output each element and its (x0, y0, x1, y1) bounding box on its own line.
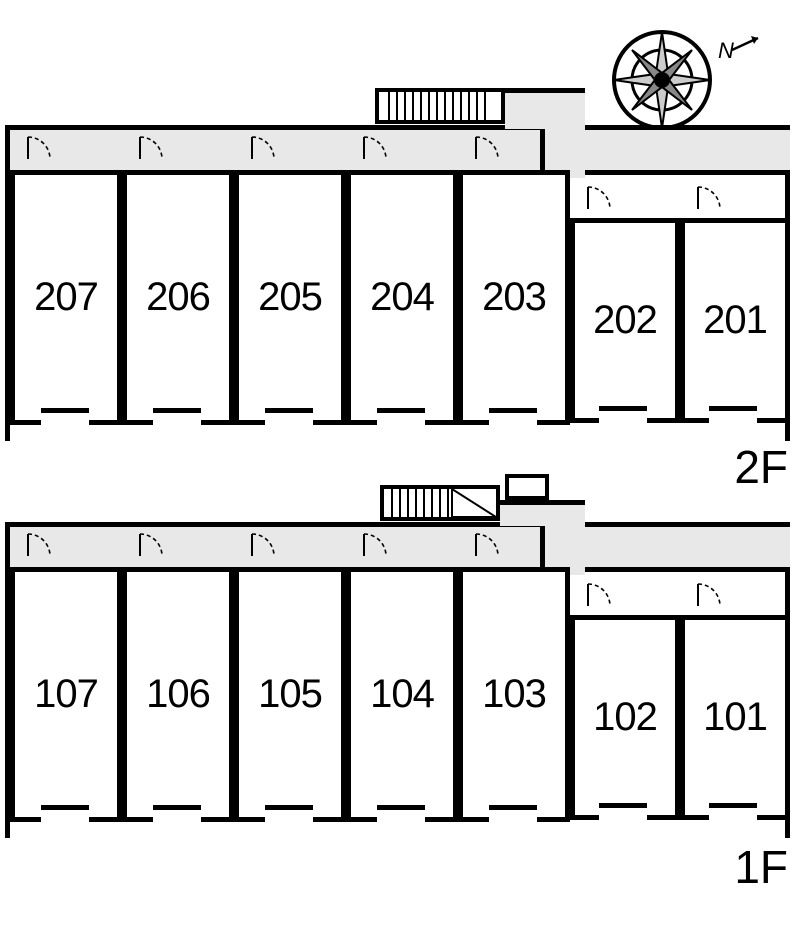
unit-label: 202 (593, 298, 657, 343)
unit-label: 106 (146, 672, 210, 717)
unit-206: 206 (122, 170, 234, 425)
floor-plan-1f: 107 106 105 104 103 102 101 (10, 430, 790, 830)
stairs-2f (375, 88, 505, 124)
unit-207: 207 (10, 170, 122, 425)
unit-label: 201 (703, 298, 767, 343)
unit-101: 101 (680, 615, 790, 820)
unit-label: 101 (703, 695, 767, 740)
landing-box-1f (505, 474, 549, 500)
unit-105: 105 (234, 567, 346, 822)
unit-label: 203 (482, 275, 546, 320)
unit-label: 107 (34, 672, 98, 717)
unit-107: 107 (10, 567, 122, 822)
door-icon (586, 580, 614, 608)
corridor-connector-2f (540, 88, 585, 178)
unit-202: 202 (570, 218, 680, 423)
wall-edge (785, 570, 790, 838)
unit-label: 103 (482, 672, 546, 717)
unit-label: 204 (370, 275, 434, 320)
wall-edge (5, 522, 10, 838)
stair-landing-2f (505, 88, 545, 129)
unit-104: 104 (346, 567, 458, 822)
unit-label: 105 (258, 672, 322, 717)
unit-205: 205 (234, 170, 346, 425)
wall-edge (785, 173, 790, 441)
unit-label: 205 (258, 275, 322, 320)
unit-label: 104 (370, 672, 434, 717)
door-icon (696, 580, 724, 608)
stairs-1f (380, 485, 500, 521)
unit-204: 204 (346, 170, 458, 425)
unit-203: 203 (458, 170, 570, 425)
door-icon (586, 183, 614, 211)
stair-landing-1f (500, 500, 545, 526)
unit-102: 102 (570, 615, 680, 820)
unit-201: 201 (680, 218, 790, 423)
unit-label: 102 (593, 695, 657, 740)
floor-plan-2f: 207 206 205 204 203 202 201 (10, 33, 790, 433)
corridor-1f-right (570, 522, 790, 572)
door-icon (696, 183, 724, 211)
corridor-connector-1f (540, 500, 585, 575)
unit-label: 207 (34, 275, 98, 320)
corridor-1f-left (10, 522, 570, 572)
floor-label-1f: 1F (734, 840, 788, 894)
wall-edge (5, 125, 10, 441)
unit-106: 106 (122, 567, 234, 822)
corridor-2f-left (10, 125, 570, 175)
corridor-2f-right (570, 125, 790, 175)
unit-label: 206 (146, 275, 210, 320)
unit-103: 103 (458, 567, 570, 822)
